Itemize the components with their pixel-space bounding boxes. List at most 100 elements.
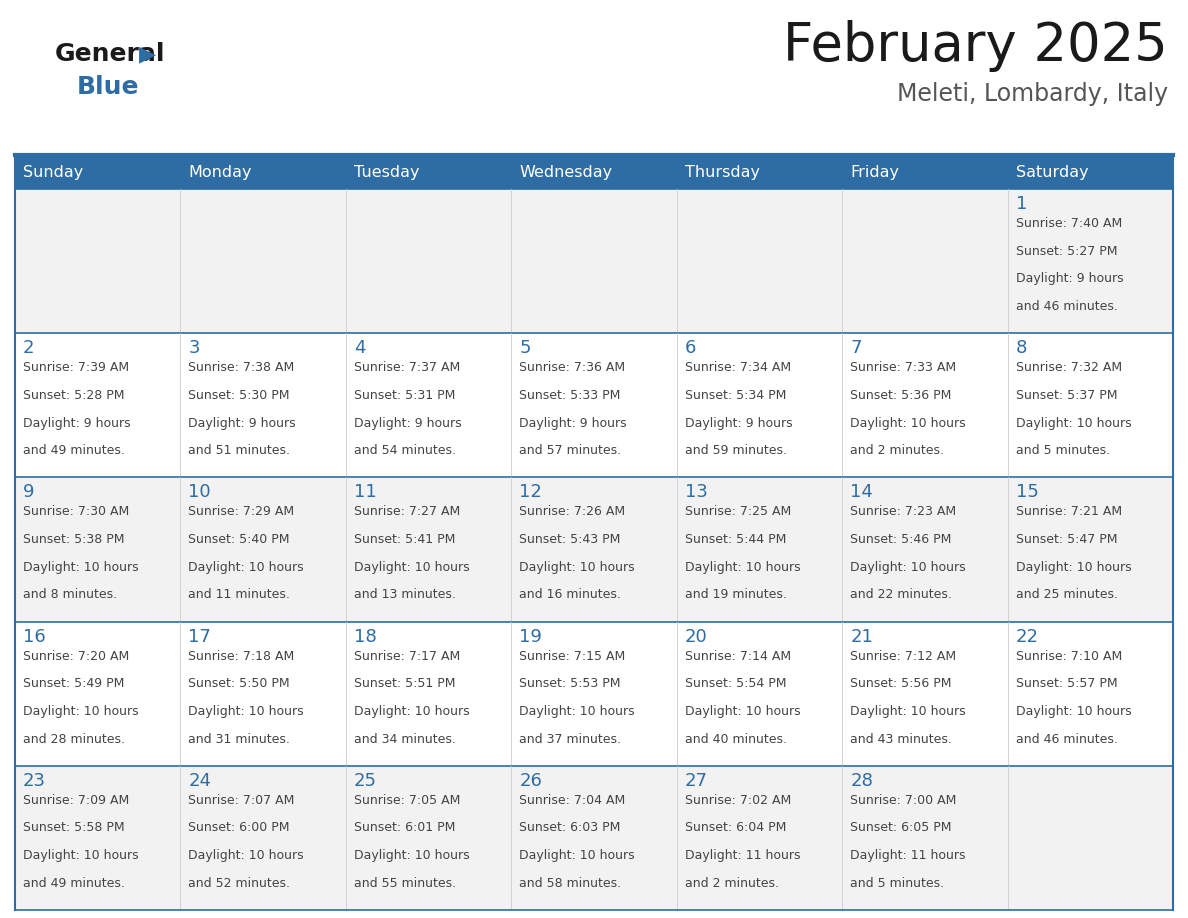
Text: 8: 8	[1016, 339, 1026, 357]
Text: Daylight: 9 hours: Daylight: 9 hours	[1016, 273, 1123, 285]
Text: 9: 9	[23, 484, 34, 501]
Text: Sunset: 5:33 PM: Sunset: 5:33 PM	[519, 389, 620, 402]
Bar	[15, 333, 1173, 477]
Text: Sunset: 5:27 PM: Sunset: 5:27 PM	[1016, 245, 1117, 258]
Text: 12: 12	[519, 484, 542, 501]
Text: and 54 minutes.: and 54 minutes.	[354, 444, 456, 457]
Text: 21: 21	[851, 628, 873, 645]
Text: Sunset: 5:47 PM: Sunset: 5:47 PM	[1016, 533, 1117, 546]
Text: Sunrise: 7:23 AM: Sunrise: 7:23 AM	[851, 506, 956, 519]
Text: Sunset: 5:28 PM: Sunset: 5:28 PM	[23, 389, 125, 402]
Text: Sunrise: 7:39 AM: Sunrise: 7:39 AM	[23, 361, 129, 375]
Text: Sunset: 5:31 PM: Sunset: 5:31 PM	[354, 389, 455, 402]
Text: Sunrise: 7:32 AM: Sunrise: 7:32 AM	[1016, 361, 1121, 375]
Text: 28: 28	[851, 772, 873, 789]
Text: Tuesday: Tuesday	[354, 165, 419, 181]
Text: Sunrise: 7:18 AM: Sunrise: 7:18 AM	[189, 650, 295, 663]
Text: 19: 19	[519, 628, 542, 645]
Text: 27: 27	[684, 772, 708, 789]
Text: Sunrise: 7:21 AM: Sunrise: 7:21 AM	[1016, 506, 1121, 519]
Text: Sunset: 6:00 PM: Sunset: 6:00 PM	[189, 822, 290, 834]
Text: Sunset: 5:44 PM: Sunset: 5:44 PM	[684, 533, 786, 546]
Text: 16: 16	[23, 628, 46, 645]
Text: and 49 minutes.: and 49 minutes.	[23, 444, 125, 457]
Text: 14: 14	[851, 484, 873, 501]
Text: 25: 25	[354, 772, 377, 789]
Bar	[15, 189, 1173, 333]
Text: Daylight: 10 hours: Daylight: 10 hours	[851, 705, 966, 718]
Text: Sunrise: 7:04 AM: Sunrise: 7:04 AM	[519, 794, 626, 807]
Bar	[15, 477, 1173, 621]
Text: and 58 minutes.: and 58 minutes.	[519, 877, 621, 890]
Text: and 5 minutes.: and 5 minutes.	[851, 877, 944, 890]
Text: Sunset: 5:34 PM: Sunset: 5:34 PM	[684, 389, 786, 402]
Text: Sunset: 5:50 PM: Sunset: 5:50 PM	[189, 677, 290, 690]
Text: February 2025: February 2025	[783, 20, 1168, 72]
Text: Daylight: 10 hours: Daylight: 10 hours	[23, 849, 139, 862]
Text: 11: 11	[354, 484, 377, 501]
Text: and 2 minutes.: and 2 minutes.	[851, 444, 944, 457]
Text: Daylight: 9 hours: Daylight: 9 hours	[354, 417, 461, 430]
Text: Sunrise: 7:34 AM: Sunrise: 7:34 AM	[684, 361, 791, 375]
Text: Thursday: Thursday	[684, 165, 759, 181]
Text: Daylight: 10 hours: Daylight: 10 hours	[684, 561, 801, 574]
Text: Sunrise: 7:33 AM: Sunrise: 7:33 AM	[851, 361, 956, 375]
Text: General: General	[55, 42, 165, 66]
Text: and 13 minutes.: and 13 minutes.	[354, 588, 456, 601]
Text: Daylight: 10 hours: Daylight: 10 hours	[189, 561, 304, 574]
Text: Daylight: 10 hours: Daylight: 10 hours	[1016, 561, 1131, 574]
Text: 18: 18	[354, 628, 377, 645]
Text: 22: 22	[1016, 628, 1038, 645]
Text: and 59 minutes.: and 59 minutes.	[684, 444, 786, 457]
Text: Blue: Blue	[77, 75, 139, 99]
Text: and 11 minutes.: and 11 minutes.	[189, 588, 290, 601]
Text: Sunrise: 7:37 AM: Sunrise: 7:37 AM	[354, 361, 460, 375]
Text: 3: 3	[189, 339, 200, 357]
Text: Monday: Monday	[189, 165, 252, 181]
Text: 2: 2	[23, 339, 34, 357]
Text: and 46 minutes.: and 46 minutes.	[1016, 733, 1118, 745]
Text: Daylight: 9 hours: Daylight: 9 hours	[519, 417, 627, 430]
Text: 26: 26	[519, 772, 542, 789]
Text: Sunset: 5:43 PM: Sunset: 5:43 PM	[519, 533, 620, 546]
Text: Sunrise: 7:30 AM: Sunrise: 7:30 AM	[23, 506, 129, 519]
Text: Daylight: 10 hours: Daylight: 10 hours	[851, 561, 966, 574]
Text: Sunrise: 7:26 AM: Sunrise: 7:26 AM	[519, 506, 625, 519]
Text: Sunset: 5:54 PM: Sunset: 5:54 PM	[684, 677, 786, 690]
Text: 5: 5	[519, 339, 531, 357]
Text: Sunrise: 7:12 AM: Sunrise: 7:12 AM	[851, 650, 956, 663]
Text: Sunset: 5:53 PM: Sunset: 5:53 PM	[519, 677, 621, 690]
Text: and 31 minutes.: and 31 minutes.	[189, 733, 290, 745]
Text: Wednesday: Wednesday	[519, 165, 612, 181]
Text: Daylight: 10 hours: Daylight: 10 hours	[23, 561, 139, 574]
Text: and 55 minutes.: and 55 minutes.	[354, 877, 456, 890]
Text: 20: 20	[684, 628, 708, 645]
Text: and 34 minutes.: and 34 minutes.	[354, 733, 456, 745]
Bar	[15, 766, 1173, 910]
Text: 4: 4	[354, 339, 366, 357]
Text: Sunset: 5:58 PM: Sunset: 5:58 PM	[23, 822, 125, 834]
Text: Sunrise: 7:00 AM: Sunrise: 7:00 AM	[851, 794, 956, 807]
Text: and 51 minutes.: and 51 minutes.	[189, 444, 290, 457]
Text: 6: 6	[684, 339, 696, 357]
Text: Sunset: 6:01 PM: Sunset: 6:01 PM	[354, 822, 455, 834]
Bar	[15, 157, 1173, 189]
Text: Sunrise: 7:14 AM: Sunrise: 7:14 AM	[684, 650, 791, 663]
Text: Daylight: 10 hours: Daylight: 10 hours	[354, 849, 469, 862]
Text: and 25 minutes.: and 25 minutes.	[1016, 588, 1118, 601]
Text: Saturday: Saturday	[1016, 165, 1088, 181]
Text: 13: 13	[684, 484, 708, 501]
Text: Daylight: 10 hours: Daylight: 10 hours	[23, 705, 139, 718]
Text: 1: 1	[1016, 195, 1026, 213]
Text: and 43 minutes.: and 43 minutes.	[851, 733, 952, 745]
Text: Daylight: 10 hours: Daylight: 10 hours	[684, 705, 801, 718]
Text: and 5 minutes.: and 5 minutes.	[1016, 444, 1110, 457]
Text: Sunrise: 7:40 AM: Sunrise: 7:40 AM	[1016, 217, 1121, 230]
Text: Sunset: 6:04 PM: Sunset: 6:04 PM	[684, 822, 786, 834]
Text: Sunrise: 7:36 AM: Sunrise: 7:36 AM	[519, 361, 625, 375]
Text: Sunset: 5:51 PM: Sunset: 5:51 PM	[354, 677, 455, 690]
Text: Sunset: 5:40 PM: Sunset: 5:40 PM	[189, 533, 290, 546]
Text: Sunrise: 7:15 AM: Sunrise: 7:15 AM	[519, 650, 626, 663]
Text: and 49 minutes.: and 49 minutes.	[23, 877, 125, 890]
Bar	[15, 621, 1173, 766]
